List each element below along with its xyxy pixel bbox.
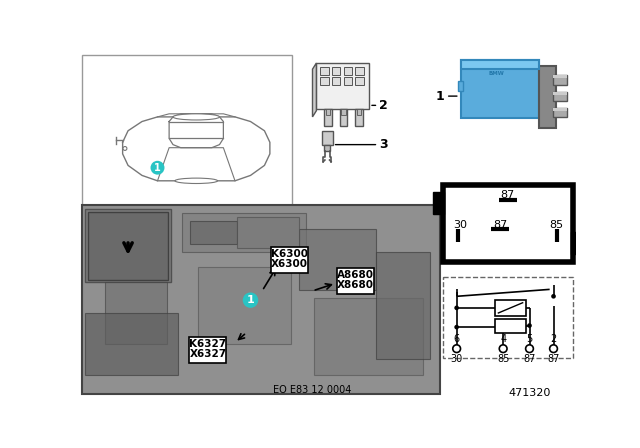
Polygon shape	[312, 63, 316, 117]
Circle shape	[550, 345, 557, 353]
Bar	[105, 282, 167, 344]
Bar	[355, 67, 364, 74]
Text: 87: 87	[547, 353, 560, 364]
Bar	[326, 109, 330, 116]
Text: X8680: X8680	[337, 280, 374, 290]
Ellipse shape	[175, 178, 218, 184]
Circle shape	[454, 306, 459, 310]
Text: 6: 6	[454, 334, 460, 345]
Text: 1: 1	[154, 163, 161, 173]
Circle shape	[527, 323, 532, 328]
Bar	[332, 67, 340, 74]
Bar	[376, 252, 430, 359]
Bar	[324, 145, 330, 151]
Circle shape	[123, 146, 127, 151]
Bar	[322, 131, 333, 145]
Bar	[458, 82, 463, 91]
Bar	[553, 92, 566, 95]
Circle shape	[551, 294, 556, 299]
Bar	[443, 277, 573, 358]
Text: 1: 1	[246, 295, 254, 305]
Bar	[81, 55, 292, 205]
Bar	[355, 77, 364, 85]
Bar	[443, 185, 573, 262]
Bar	[341, 109, 346, 116]
Text: X6327: X6327	[189, 349, 227, 359]
Bar	[495, 319, 525, 332]
Text: 1: 1	[435, 90, 444, 103]
Bar	[85, 209, 171, 282]
Text: 85: 85	[497, 353, 509, 364]
Bar	[553, 75, 566, 85]
Bar	[190, 221, 237, 244]
Bar	[433, 192, 444, 214]
Bar	[553, 108, 566, 117]
Text: 471320: 471320	[508, 388, 550, 397]
Text: 87: 87	[524, 353, 536, 364]
Text: 30: 30	[451, 353, 463, 364]
Circle shape	[150, 161, 164, 175]
Bar	[553, 75, 566, 78]
Text: 3: 3	[379, 138, 387, 151]
Bar	[182, 213, 307, 252]
Text: X6300: X6300	[271, 259, 308, 269]
Bar	[85, 313, 179, 375]
Bar	[553, 92, 566, 102]
Text: 4: 4	[500, 334, 506, 345]
Bar	[539, 66, 556, 128]
Text: 5: 5	[526, 334, 532, 345]
Bar	[320, 67, 329, 74]
Bar	[572, 233, 582, 254]
Text: 2: 2	[550, 334, 557, 345]
Circle shape	[452, 345, 461, 353]
Circle shape	[525, 345, 533, 353]
Ellipse shape	[173, 114, 220, 120]
Bar	[356, 109, 362, 116]
Bar	[461, 60, 539, 118]
Bar	[237, 217, 298, 248]
Bar	[324, 109, 332, 126]
Bar	[81, 206, 440, 394]
Text: K6300: K6300	[271, 249, 308, 259]
Circle shape	[499, 345, 507, 353]
Bar	[332, 77, 340, 85]
Bar	[320, 77, 329, 85]
Bar	[344, 67, 352, 74]
Bar	[298, 228, 376, 290]
Circle shape	[243, 293, 259, 308]
Bar	[316, 63, 369, 109]
Text: 85: 85	[548, 220, 563, 230]
Text: K6327: K6327	[189, 339, 227, 349]
Text: A8680: A8680	[337, 270, 374, 280]
Bar	[553, 108, 566, 111]
Bar	[314, 298, 422, 375]
Text: 2: 2	[379, 99, 387, 112]
Bar	[189, 337, 227, 363]
Bar	[344, 77, 352, 85]
Bar	[337, 268, 374, 294]
Bar	[355, 109, 363, 126]
Text: 87: 87	[493, 220, 507, 230]
Bar	[198, 267, 291, 344]
Circle shape	[454, 325, 459, 329]
Bar	[340, 109, 348, 126]
Text: 30: 30	[452, 220, 467, 230]
Bar	[495, 300, 525, 315]
Text: 87: 87	[500, 190, 515, 200]
Text: BMW: BMW	[488, 71, 504, 76]
Bar	[461, 60, 539, 69]
Text: EO E83 12 0004: EO E83 12 0004	[273, 385, 352, 395]
Bar	[271, 247, 308, 273]
Bar	[88, 211, 168, 280]
